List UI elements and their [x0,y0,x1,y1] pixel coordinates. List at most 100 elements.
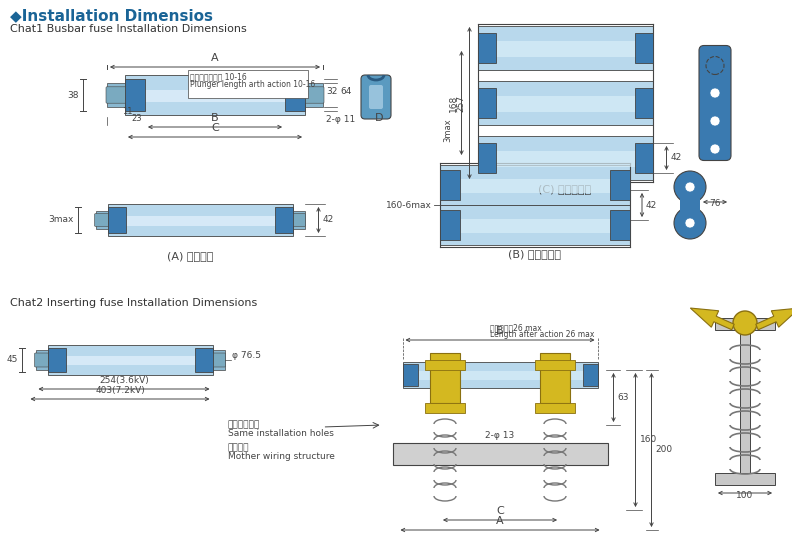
Bar [48,345,212,375]
Bar [535,403,575,413]
Bar [292,211,304,229]
Text: 动作后长度26 max: 动作后长度26 max [490,323,542,332]
Text: 42: 42 [322,216,333,224]
Bar [634,88,653,118]
Text: 38: 38 [67,91,79,100]
Bar [393,443,607,465]
Circle shape [674,171,706,203]
Text: 100: 100 [737,491,754,500]
Bar [479,151,650,167]
Bar [680,191,700,219]
Text: 403(7.2kV): 403(7.2kV) [95,386,145,395]
Text: A: A [211,53,219,63]
Bar [740,325,750,485]
Bar [478,81,653,125]
Text: 76: 76 [710,199,721,208]
Bar [634,143,653,173]
Bar [540,353,570,403]
Bar [478,33,496,63]
Text: 42: 42 [671,153,682,163]
Text: 3max: 3max [48,216,74,224]
FancyBboxPatch shape [211,353,226,367]
Text: D: D [375,113,383,123]
Text: (B) 双并燔断器: (B) 双并燔断器 [508,249,562,259]
Text: 257: 257 [456,94,466,112]
Bar [275,207,292,233]
Bar [195,348,212,372]
Bar [425,360,465,370]
Bar [402,362,597,388]
Text: 3max: 3max [444,119,452,143]
Circle shape [710,88,720,98]
Text: Chat1 Busbar fuse Installation Dimensions: Chat1 Busbar fuse Installation Dimension… [10,24,247,34]
FancyBboxPatch shape [35,353,48,367]
Text: 160: 160 [639,436,657,444]
FancyBboxPatch shape [188,70,308,98]
Bar [285,79,305,111]
Bar [478,136,653,180]
Text: 母线结构: 母线结构 [227,443,249,452]
FancyArrow shape [691,308,734,330]
Circle shape [674,207,706,239]
Bar [96,211,108,229]
FancyBboxPatch shape [699,46,731,160]
Text: C: C [211,123,219,133]
Bar [108,207,125,233]
Bar [125,79,145,111]
Bar [430,353,460,403]
Text: Chat2 Inserting fuse Installation Dimensions: Chat2 Inserting fuse Installation Dimens… [10,298,257,308]
Bar [212,350,224,370]
Text: 11: 11 [122,107,132,116]
Bar [440,205,630,245]
Text: 42: 42 [646,201,657,210]
Text: A: A [496,516,504,526]
Text: 45: 45 [6,356,17,365]
Bar [715,318,775,330]
Bar [634,33,653,63]
Text: B: B [211,113,219,123]
Text: C: C [496,506,504,516]
Bar [48,348,66,372]
Bar [36,350,48,370]
Text: Mother wiring structure: Mother wiring structure [227,452,334,461]
Bar [305,83,323,107]
Bar [109,216,291,225]
Circle shape [710,144,720,154]
Text: Same installation holes: Same installation holes [227,429,333,438]
Text: 254(3.6kV): 254(3.6kV) [99,376,149,385]
Circle shape [733,311,757,335]
Bar [425,403,465,413]
Bar [479,41,650,57]
Bar [610,210,630,240]
Text: 32: 32 [326,87,337,95]
Bar [478,143,496,173]
FancyArrow shape [756,308,792,330]
FancyBboxPatch shape [361,75,391,119]
Bar [535,360,575,370]
Bar [479,96,650,112]
Bar [108,204,292,236]
Text: 64: 64 [340,87,352,95]
Bar [715,473,775,485]
Text: 168: 168 [448,94,458,112]
FancyBboxPatch shape [304,87,324,103]
FancyBboxPatch shape [291,214,306,227]
Text: 2-φ 13: 2-φ 13 [485,430,515,440]
Text: 23: 23 [131,114,143,123]
Bar [442,179,628,193]
Bar [610,170,630,200]
Bar [478,26,653,70]
Text: (A) 单燔断器: (A) 单燔断器 [167,251,213,261]
Text: B: B [496,326,504,336]
FancyBboxPatch shape [94,214,109,227]
Bar [440,210,460,240]
Bar [478,88,496,118]
Bar [402,364,417,386]
Bar [107,83,125,107]
Text: Plunger length arth action 10-16: Plunger length arth action 10-16 [190,80,315,89]
Bar [440,170,460,200]
Bar [125,75,305,115]
Text: 160-6max: 160-6max [386,201,432,210]
Circle shape [710,116,720,126]
Circle shape [685,182,695,192]
